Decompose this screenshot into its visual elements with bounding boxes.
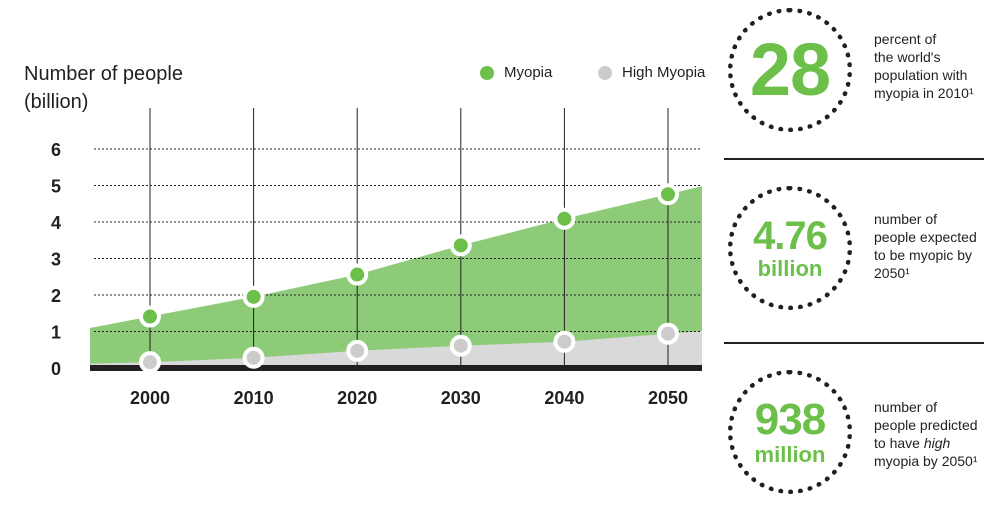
x-tick-label-2040: 2040 [544,388,584,408]
stat-description-3: number of people predicted to have high … [874,398,994,470]
stat-3-line-3-emphasis: high [923,435,951,451]
divider-1 [724,158,984,160]
stat-number-28: 28 [749,28,831,111]
stat-1-line-1: percent of [874,31,937,47]
legend-item-high-myopia: High Myopia [598,64,705,81]
stat-circle-4-76-billion: 4.76 billion [728,186,852,310]
stat-description-2: number of people expected to be myopic b… [874,210,994,282]
stat-circle-938-million: 938 million [728,370,852,494]
point-high-myopia-2040 [553,330,576,353]
x-tick-label-2000: 2000 [130,388,170,408]
stat-number-938: 938 [754,395,826,444]
point-high-myopia-2050 [657,322,679,345]
y-axis-label-line2: (billion) [24,91,89,113]
legend-swatch-high-myopia [598,65,612,80]
stat-description-1: percent of the world's population with m… [874,30,994,102]
stat-number-4-76: 4.76 [753,214,828,258]
point-myopia-2040 [553,207,576,230]
stat-3-line-1: number of [874,399,938,415]
stat-1-line-4: myopia in 2010¹ [874,85,974,101]
area-myopia [90,186,702,368]
y-tick-label-1: 1 [51,323,61,343]
stat-3-line-3-pre: to have [874,435,924,451]
stat-circle-28: 28 [728,8,852,132]
point-myopia-2030 [449,234,472,257]
point-myopia-2010 [242,285,265,308]
area-chart: 0 1 2 3 4 5 6 2000 2010 2020 2030 2040 2050 [51,108,702,408]
point-high-myopia-2010 [242,346,265,369]
legend-label-high-myopia: High Myopia [622,64,706,81]
point-high-myopia-2000 [139,351,161,374]
stat-3-line-3: to have high [874,434,994,452]
point-myopia-2000 [139,305,161,328]
y-tick-label-2: 2 [51,286,61,306]
point-high-myopia-2020 [346,339,369,362]
y-tick-label-5: 5 [51,177,61,197]
stat-1-line-3: population with [874,67,968,83]
y-tick-label-3: 3 [51,250,61,270]
point-myopia-2050 [657,183,679,206]
x-tick-label-2020: 2020 [337,388,377,408]
stat-2-line-3: to be myopic by [874,247,973,263]
stat-unit-million: million [754,442,826,467]
y-tick-label-6: 6 [51,140,61,160]
y-tick-label-4: 4 [51,213,61,233]
x-tick-label-2010: 2010 [234,388,274,408]
stat-unit-billion: billion [757,256,823,281]
stat-3-line-2: people predicted [874,417,978,433]
point-myopia-2020 [346,263,369,286]
stat-2-line-4: 2050¹ [874,265,910,281]
divider-2 [724,342,984,344]
stat-2-line-2: people expected [874,229,977,245]
legend-swatch-myopia [480,65,494,80]
y-tick-label-0: 0 [51,359,61,379]
y-axis-label: Number of people (billion) [24,60,183,116]
legend-label-myopia: Myopia [504,64,553,81]
point-high-myopia-2030 [449,334,472,357]
x-tick-label-2050: 2050 [648,388,688,408]
stat-1-line-2: the world's [874,49,941,65]
stat-2-line-1: number of [874,211,938,227]
legend-item-myopia: Myopia [480,64,552,81]
y-axis-label-line1: Number of people [24,63,183,85]
x-tick-label-2030: 2030 [441,388,481,408]
stat-3-line-4: myopia by 2050¹ [874,453,978,469]
